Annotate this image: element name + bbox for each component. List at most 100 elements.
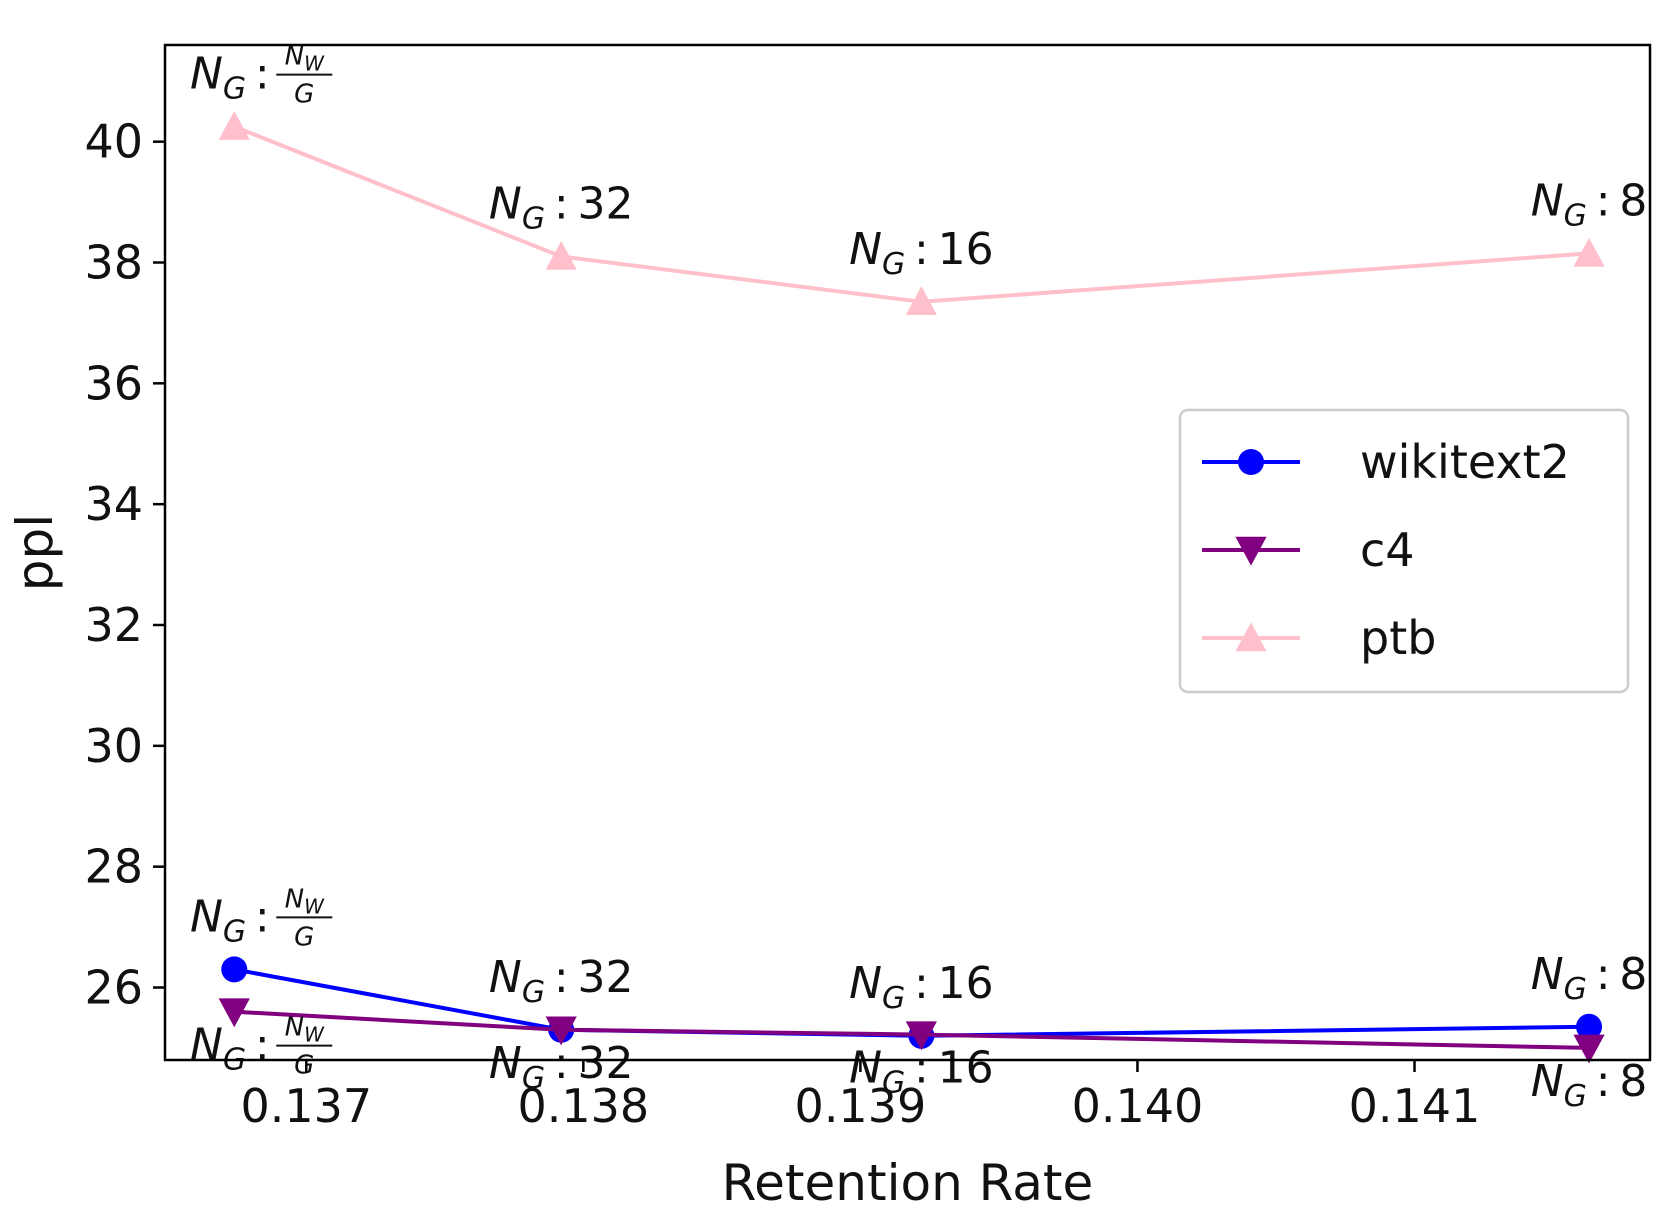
annotation-subscript: G [522,975,545,1010]
legend-marker [1235,536,1267,566]
fraction-symbol: G [294,922,314,952]
annotation-subscript: G [1564,1079,1587,1114]
point-annotation: NG : 8 [1531,949,1648,1007]
x-tick-label: 0.140 [1072,1079,1204,1133]
annotation-symbol: N [190,49,223,100]
point-annotation: NG : 32 [489,1038,634,1096]
point-annotation: NG : 32 [489,952,634,1010]
y-tick-label: 34 [84,477,143,531]
annotation-symbol: N [190,1020,223,1071]
annotation-symbol: N [489,178,522,229]
point-annotation: NG : 8 [1531,1056,1648,1114]
annotation-value: 8 [1619,949,1647,1000]
annotation-fraction-denominator: G [294,80,314,110]
point-annotation: NG : 16 [849,958,994,1016]
annotation-separator: : [545,1038,577,1089]
point-annotation: NG : 8 [1531,175,1648,233]
legend-label: ptb [1360,611,1436,665]
legend-label: c4 [1360,523,1415,577]
annotation-subscript: G [1564,198,1587,233]
annotation-fraction-numerator: NW [285,884,325,918]
x-tick-label: 0.139 [795,1079,927,1133]
annotation-separator: : [1587,175,1619,226]
annotation-separator: : [1587,949,1619,1000]
data-point-ptb-0 [218,110,250,140]
x-tick-label: 0.137 [240,1079,372,1133]
data-point-ptb-1 [545,240,577,270]
annotation-symbol: N [849,958,882,1009]
series-line-c4 [234,1009,1590,1050]
fraction-symbol: N [285,884,304,914]
annotation-symbol: N [849,224,882,275]
series-line-ptb [233,124,1590,304]
annotation-value: 16 [938,224,994,275]
annotation-separator: : [545,952,577,1003]
annotation-subscript: G [522,201,545,236]
fraction-symbol: N [285,1013,304,1043]
annotation-subscript: G [522,1061,545,1096]
annotation-separator: : [545,178,577,229]
point-annotation: NG : 16 [849,224,994,282]
data-point-wikitext2-0 [221,956,248,983]
y-tick-label: 26 [84,961,143,1015]
point-annotation: NG : 32 [489,178,634,236]
annotation-symbol: N [190,891,223,942]
annotation-fraction-numerator: NW [285,1013,325,1047]
fraction-symbol: G [294,80,314,110]
y-axis-label: ppl [6,514,64,591]
annotation-separator: : [905,1043,937,1094]
y-tick-label: 30 [84,719,143,773]
x-tick-label: 0.138 [517,1079,649,1133]
data-point-c4-2 [905,1021,937,1051]
fraction-subscript: W [304,1023,325,1047]
fraction-symbol: G [294,1051,314,1081]
annotation-value: 8 [1619,175,1647,226]
legend-marker [1238,449,1264,475]
annotation-symbol: N [1531,1056,1564,1107]
annotation-symbol: N [849,1043,882,1094]
annotation-value: 8 [1619,1056,1647,1107]
legend-entry-wikitext2: wikitext2 [1202,435,1570,489]
point-annotation: NG : [190,49,279,107]
annotation-subscript: G [1564,972,1587,1007]
annotation-subscript: G [223,72,246,107]
legend-entry-ptb: ptb [1202,611,1436,665]
legend-box [1178,408,1630,694]
annotation-fraction-denominator: G [294,1051,314,1081]
legend-entry-c4: c4 [1202,523,1415,577]
y-tick-label: 32 [84,598,143,652]
annotation-value: 16 [938,958,994,1009]
annotation-subscript: G [882,981,905,1016]
axes-frame [163,43,1652,1062]
point-annotation: NG : 16 [849,1043,994,1101]
annotation-separator: : [246,891,278,942]
annotation-separator: : [246,49,278,100]
data-point-c4-3 [1573,1034,1605,1064]
annotation-symbol: N [489,952,522,1003]
annotation-symbol: N [489,1038,522,1089]
y-tick-label: 28 [84,840,143,894]
series-layer [218,110,1605,1064]
annotation-symbol: N [1531,175,1564,226]
legend: wikitext2 c4 ptb [1178,408,1630,694]
annotation-value: 32 [577,952,633,1003]
annotation-value: 32 [577,1038,633,1089]
legend-label: wikitext2 [1360,435,1570,489]
annotation-value: 32 [577,178,633,229]
y-tick-label: 36 [84,356,143,410]
data-point-c4-0 [218,998,250,1028]
data-point-ptb-3 [1573,237,1605,267]
series-ptb [218,110,1605,316]
y-tick-label: 38 [84,236,143,290]
point-annotation: NG : [190,891,279,949]
data-point-c4-1 [545,1016,577,1046]
x-tick-label: 0.141 [1349,1079,1481,1133]
y-tick-label: 40 [84,115,143,169]
fraction-subscript: W [304,52,325,76]
data-point-ptb-2 [905,286,937,316]
annotation-fraction-numerator: NW [285,42,325,76]
x-axis-label: Retention Rate [722,1154,1094,1211]
series-c4 [218,998,1605,1064]
